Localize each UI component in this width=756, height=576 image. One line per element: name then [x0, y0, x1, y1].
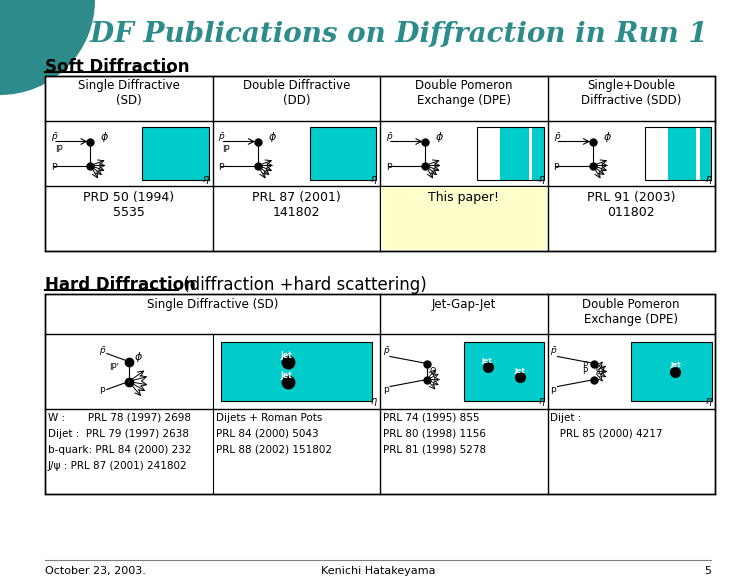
Text: Jet: Jet: [281, 351, 293, 359]
Text: P: P: [582, 362, 587, 370]
Text: b-quark: PRL 84 (2000) 232: b-quark: PRL 84 (2000) 232: [48, 445, 191, 455]
Text: CDF Publications on Diffraction in Run 1: CDF Publications on Diffraction in Run 1: [68, 21, 708, 48]
Text: W :       PRL 78 (1997) 2698: W : PRL 78 (1997) 2698: [48, 413, 191, 423]
Bar: [477, 127, 544, 180]
Text: $\bar{p}$: $\bar{p}$: [51, 131, 58, 143]
Text: Kenichi Hatakeyama: Kenichi Hatakeyama: [321, 566, 435, 576]
Text: Jet-Gap-Jet: Jet-Gap-Jet: [432, 298, 496, 311]
Bar: [500, 127, 519, 180]
Text: Dijets + Roman Pots: Dijets + Roman Pots: [215, 413, 322, 423]
Bar: [519, 127, 544, 180]
Text: $\bar{p}$: $\bar{p}$: [553, 131, 561, 143]
Bar: [142, 127, 209, 180]
Text: O: O: [597, 367, 604, 377]
Text: PRL 81 (1998) 5278: PRL 81 (1998) 5278: [383, 445, 486, 455]
Text: IP: IP: [55, 146, 63, 154]
Text: This paper!: This paper!: [428, 191, 499, 204]
Text: $\eta$: $\eta$: [370, 174, 378, 186]
Text: PRD 50 (1994)
5535: PRD 50 (1994) 5535: [83, 191, 175, 219]
Text: $\bar{p}$: $\bar{p}$: [99, 344, 106, 358]
Text: PRL 88 (2002) 151802: PRL 88 (2002) 151802: [215, 445, 331, 455]
Bar: [528, 127, 532, 180]
Text: PRL 84 (2000) 5043: PRL 84 (2000) 5043: [215, 429, 318, 439]
Bar: [668, 127, 686, 180]
Bar: [645, 127, 711, 180]
Text: $\eta$: $\eta$: [203, 174, 210, 186]
Text: $\eta$: $\eta$: [705, 174, 713, 186]
Bar: [645, 127, 668, 180]
Text: $\eta$: $\eta$: [538, 396, 545, 408]
Wedge shape: [0, 0, 95, 95]
Text: $\bar{p}$: $\bar{p}$: [218, 131, 226, 143]
Text: O: O: [430, 367, 436, 377]
Text: p: p: [51, 161, 57, 169]
Text: Double Pomeron
Exchange (DPE): Double Pomeron Exchange (DPE): [583, 298, 680, 326]
Text: $\phi$: $\phi$: [101, 130, 110, 143]
Text: Dijet :  PRL 79 (1997) 2638: Dijet : PRL 79 (1997) 2638: [48, 429, 189, 439]
Text: $\bar{p}$: $\bar{p}$: [386, 131, 393, 143]
Text: October 23, 2003.: October 23, 2003.: [45, 566, 146, 576]
Text: p: p: [218, 161, 225, 169]
Text: PRL 91 (2003)
011802: PRL 91 (2003) 011802: [587, 191, 676, 219]
Text: $\bar{p}$: $\bar{p}$: [383, 344, 390, 358]
Text: IP': IP': [109, 363, 119, 373]
Bar: [221, 342, 372, 401]
Text: p: p: [383, 385, 389, 393]
Text: Jet: Jet: [482, 358, 493, 363]
Text: P: P: [582, 367, 587, 377]
Bar: [45, 294, 715, 494]
Text: p: p: [386, 161, 392, 169]
Text: Double Diffractive
(DD): Double Diffractive (DD): [243, 79, 350, 107]
Text: Double Pomeron
Exchange (DPE): Double Pomeron Exchange (DPE): [415, 79, 513, 107]
Text: PRL 85 (2000) 4217: PRL 85 (2000) 4217: [550, 429, 663, 439]
Text: $\bar{p}$: $\bar{p}$: [550, 344, 558, 358]
Bar: [310, 127, 376, 180]
Text: Single Diffractive
(SD): Single Diffractive (SD): [78, 79, 180, 107]
Text: Single+Double
Diffractive (SDD): Single+Double Diffractive (SDD): [581, 79, 681, 107]
Text: p: p: [99, 385, 104, 393]
Bar: [45, 76, 715, 251]
Text: 5: 5: [704, 566, 711, 576]
Text: IP: IP: [222, 146, 230, 154]
Text: $\phi$: $\phi$: [603, 130, 612, 143]
Bar: [686, 127, 711, 180]
Text: p: p: [553, 161, 559, 169]
Bar: [477, 127, 500, 180]
Text: Dijet :: Dijet :: [550, 413, 582, 423]
Text: Jet: Jet: [671, 362, 681, 369]
Text: (diffraction +hard scattering): (diffraction +hard scattering): [178, 276, 426, 294]
Text: J/ψ : PRL 87 (2001) 241802: J/ψ : PRL 87 (2001) 241802: [48, 461, 187, 471]
Text: $\eta$: $\eta$: [370, 396, 378, 408]
Text: Jet: Jet: [514, 367, 525, 373]
Text: PRL 74 (1995) 855: PRL 74 (1995) 855: [383, 413, 479, 423]
Bar: [463, 342, 544, 401]
Text: p: p: [550, 385, 556, 393]
Text: Jet: Jet: [281, 370, 293, 380]
Bar: [381, 187, 547, 250]
Bar: [631, 342, 711, 401]
Text: Soft Diffraction: Soft Diffraction: [45, 58, 190, 76]
Text: PRL 80 (1998) 1156: PRL 80 (1998) 1156: [383, 429, 486, 439]
Text: $\phi$: $\phi$: [435, 130, 445, 143]
Text: $\phi$: $\phi$: [268, 130, 277, 143]
Text: Hard Diffraction: Hard Diffraction: [45, 276, 196, 294]
Text: Single Diffractive (SD): Single Diffractive (SD): [147, 298, 278, 311]
Text: $\eta$: $\eta$: [538, 174, 545, 186]
Text: PRL 87 (2001)
141802: PRL 87 (2001) 141802: [252, 191, 341, 219]
Text: $\eta$: $\eta$: [705, 396, 713, 408]
Text: $\phi$: $\phi$: [134, 350, 143, 363]
Bar: [696, 127, 700, 180]
